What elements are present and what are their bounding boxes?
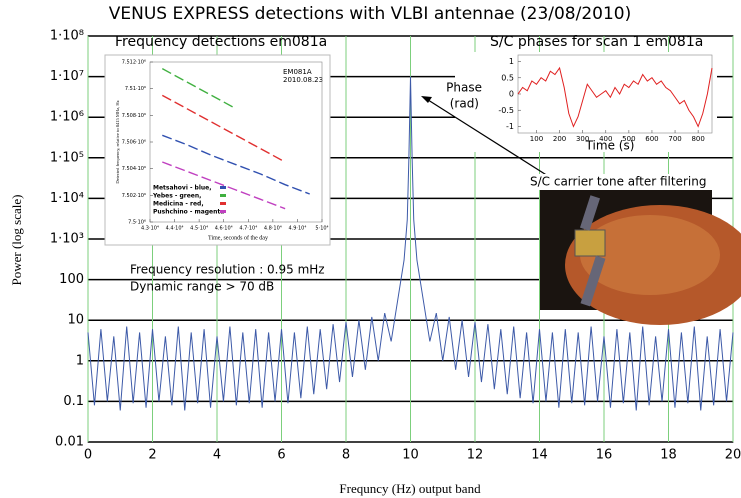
x-tick-label: 100 — [530, 135, 543, 143]
inset-annotation: EM081A — [283, 68, 312, 76]
x-tick-label: 12 — [467, 448, 484, 463]
y-tick-label: 7.51·10⁶ — [125, 86, 146, 92]
annotation: S/C carrier tone after filtering — [530, 175, 706, 189]
label-bg — [527, 174, 687, 190]
inset-x-label: Time, seconds of the day — [208, 234, 268, 241]
data-line — [161, 94, 286, 163]
y-tick-label: 1·10⁴ — [50, 191, 84, 206]
inset-frame — [455, 52, 717, 152]
legend-entry: Yebes - green, — [152, 193, 201, 200]
data-line — [162, 134, 310, 195]
inset-frame — [104, 54, 331, 246]
spacecraft-image — [540, 190, 741, 325]
y-tick-label: 0.5 — [501, 73, 514, 82]
inset-annotation: 2010.08.23 — [283, 76, 323, 84]
legend-entry: Pushchino - magenta — [153, 209, 224, 216]
y-tick-label: 7.512·10⁶ — [122, 60, 146, 66]
y-tick-label: 100 — [59, 272, 84, 287]
x-tick-label: 16 — [596, 448, 613, 463]
annotation: Frequency resolution : 0.95 mHz — [130, 263, 325, 277]
y-tick-label: 7.504·10⁶ — [122, 166, 146, 172]
x-tick-label: 500 — [622, 135, 635, 143]
x-tick-label: 4.5·10⁴ — [190, 226, 208, 232]
data-line — [517, 66, 713, 128]
x-tick-label: 18 — [660, 448, 677, 463]
y-axis-label: Power (log scale) — [9, 195, 24, 286]
inset-y-label: Detected frequency, relative to 8415 MHz… — [115, 100, 121, 183]
legend-entry: Medicina - red, — [153, 201, 204, 208]
x-tick-label: 700 — [668, 135, 681, 143]
x-tick-label: 8 — [342, 448, 350, 463]
x-tick-label: 2 — [148, 448, 156, 463]
legend-swatch — [220, 210, 226, 213]
data-line — [87, 76, 734, 411]
y-tick-label: 0.1 — [63, 394, 84, 409]
legend-swatch — [220, 202, 226, 205]
x-tick-label: 4.4·10⁴ — [166, 226, 184, 232]
x-tick-label: 4.8·10⁴ — [264, 226, 282, 232]
x-tick-label: 300 — [576, 135, 589, 143]
y-tick-label: -1 — [506, 122, 514, 131]
y-tick-label: -0.5 — [498, 106, 514, 115]
legend-swatch — [220, 194, 226, 197]
inset-title: Frequency detections em081a — [115, 34, 327, 50]
x-tick-label: 4.3·10⁴ — [141, 226, 159, 232]
legend-swatch — [220, 186, 226, 189]
x-tick-label: 4.7·10⁴ — [239, 226, 257, 232]
data-layer — [87, 76, 734, 411]
y-tick-label: 0.01 — [55, 435, 84, 450]
x-axis-label: Frequncy (Hz) output band — [339, 481, 481, 496]
y-tick-label: 1 — [509, 57, 514, 66]
x-tick-label: 10 — [402, 448, 419, 463]
chart-title: VENUS EXPRESS detections with VLBI anten… — [109, 4, 632, 24]
inset-y-unit: (rad) — [450, 97, 479, 111]
y-tick-label: 1·10³ — [50, 232, 84, 247]
inset-title: S/C phases for scan 1 em081a — [490, 34, 703, 50]
legend-entry: Metsahovi - blue, — [153, 185, 212, 192]
y-tick-label: 1·10⁶ — [50, 110, 84, 125]
y-tick-label: 1·10⁷ — [50, 69, 84, 84]
x-tick-label: 600 — [645, 135, 658, 143]
y-tick-label: 7.506·10⁶ — [122, 140, 146, 146]
x-tick-label: 0 — [84, 448, 92, 463]
x-tick-label: 400 — [599, 135, 612, 143]
arrow — [421, 96, 549, 177]
y-tick-label: 7.502·10⁶ — [122, 193, 146, 199]
y-tick-label: 7.5·10⁶ — [128, 220, 146, 226]
inset-y-label: Phase — [446, 81, 482, 95]
x-tick-label: 200 — [553, 135, 566, 143]
x-tick-label: 14 — [531, 448, 548, 463]
x-tick-label: 4 — [213, 448, 221, 463]
y-tick-label: 1·10⁵ — [50, 150, 84, 165]
annotation: Dynamic range > 70 dB — [130, 280, 274, 294]
x-tick-label: 6 — [277, 448, 285, 463]
x-tick-label: 20 — [725, 448, 741, 463]
x-tick-label: 4.6·10⁴ — [215, 226, 233, 232]
y-tick-label: 1·10⁸ — [50, 29, 84, 44]
x-tick-label: 800 — [691, 135, 704, 143]
y-tick-label: 0 — [509, 90, 514, 99]
y-tick-label: 10 — [67, 313, 84, 328]
x-tick-label: 5·10⁴ — [315, 226, 328, 232]
inset-x-label: Time (s) — [585, 139, 635, 153]
y-tick-label: 1 — [76, 353, 84, 368]
y-tick-label: 7.508·10⁶ — [122, 113, 146, 119]
x-tick-label: 4.9·10⁴ — [288, 226, 306, 232]
data-line — [162, 161, 286, 210]
